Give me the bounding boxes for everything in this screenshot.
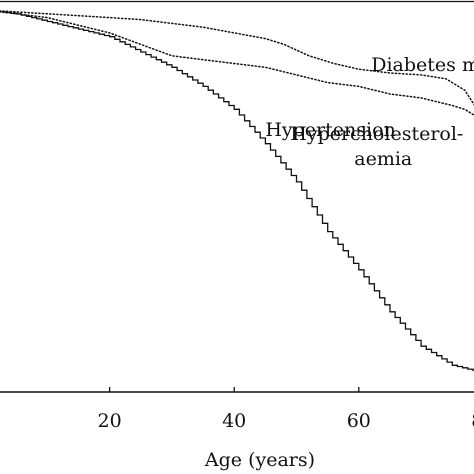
x-axis-title: Age (years) [204,449,315,471]
series-line-hypertension [0,10,474,372]
x-tick-label: 80 [471,410,474,432]
x-tick-label: 40 [222,410,246,432]
x-axis-tick-labels: 20 40 60 80 [98,410,474,432]
series-layer [0,10,474,372]
x-tick-label: 20 [98,410,122,432]
series-label-diabetes-mellitus: Diabetes me [371,54,474,76]
series-line-diabetes-mellitus [0,10,474,106]
series-label-hypercholesterolaemia: aemia [354,148,412,170]
series-label-hypercholesterolaemia: Hypercholesterol- [290,123,463,145]
series-line-hypercholesterolaemia [0,11,474,116]
series-label-hypertension: Hypertension [265,119,395,141]
plot-frame [0,0,474,393]
x-axis-ticks [108,387,360,392]
x-tick-label: 60 [347,410,371,432]
